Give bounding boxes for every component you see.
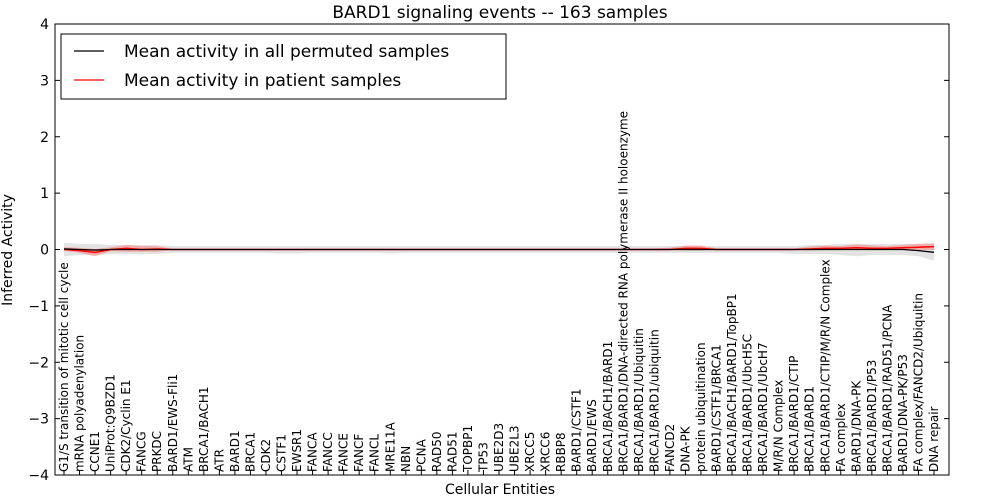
- y-tick-label: −3: [28, 412, 49, 428]
- x-category-label: BRCA1/BARD1/ubiquitin: [647, 329, 661, 472]
- x-category-label: EWSR1: [290, 429, 304, 472]
- chart-title: BARD1 signaling events -- 163 samples: [332, 3, 667, 23]
- x-category-label: BRCA1/BARD1/UbcH5C: [741, 334, 755, 472]
- x-category-label: BARD1/CSTF1: [570, 388, 584, 472]
- x-category-label: G1/S transition of mitotic cell cycle: [57, 262, 71, 472]
- x-category-label: BRCA1/BARD1/CTIP: [787, 356, 801, 472]
- x-category-label: DNA-PK: [678, 425, 692, 472]
- x-category-label: protein ubiquitination: [694, 342, 708, 472]
- x-category-label: BRCA1/BACH1/BARD1/TopBP1: [725, 293, 739, 472]
- x-category-label: RBBP8: [554, 432, 568, 472]
- legend-box: [60, 33, 507, 100]
- x-category-label: FANCA: [306, 432, 320, 472]
- y-tick-label: 1: [40, 186, 49, 202]
- x-category-label: XRCC5: [523, 432, 537, 472]
- x-category-label: TP53: [476, 442, 490, 473]
- x-category-label: PCNA: [414, 438, 428, 472]
- legend-label-permuted: Mean activity in all permuted samples: [124, 42, 449, 62]
- x-category-label: UniProt:Q9BZD1: [104, 374, 118, 472]
- x-category-label: mRNA polyadenylation: [73, 335, 87, 472]
- y-tick-label: 3: [40, 73, 49, 89]
- y-axis: −4 −3 −2 −1 0 1 2 3 4: [28, 17, 949, 484]
- x-category-label: BARD1: [228, 430, 242, 472]
- x-category-label: FANCE: [337, 433, 351, 472]
- x-category-label: CDK2/Cyclin E1: [119, 379, 133, 472]
- x-category-label: ATM: [181, 447, 195, 472]
- x-category-label: BRCA1: [243, 432, 257, 472]
- x-category-label: RAD51: [445, 431, 459, 472]
- x-category-label: BARD1/EWS: [585, 399, 599, 472]
- x-axis: G1/S transition of mitotic cell cycle mRN…: [57, 111, 941, 475]
- x-category-label: TOPBP1: [461, 425, 475, 473]
- x-category-label: BRCA1/BACH1: [197, 386, 211, 472]
- lines-layer: [63, 245, 935, 254]
- x-category-label: BARD1/DNA-PK/P53: [896, 354, 910, 472]
- x-category-label: MRE11A: [383, 421, 397, 472]
- x-category-label: FA complex/FANCD2/Ubiquitin: [911, 293, 925, 472]
- x-category-label: CSTF1: [275, 434, 289, 472]
- x-category-label: UBE2L3: [508, 425, 522, 472]
- x-category-label: FANCF: [352, 434, 366, 472]
- y-tick-label: 4: [40, 17, 49, 33]
- x-category-label: RAD50: [430, 431, 444, 472]
- legend: Mean activity in all permuted samples Me…: [60, 33, 507, 100]
- x-category-label: FANCG: [135, 431, 149, 472]
- legend-label-patient: Mean activity in patient samples: [124, 71, 401, 91]
- x-category-label: FANCD2: [663, 424, 677, 472]
- y-tick-label: 2: [40, 130, 49, 146]
- x-category-label: BRCA1/BARD1/Ubiquitin: [632, 328, 646, 472]
- x-category-label: FANCL: [368, 434, 382, 472]
- x-category-label: BARD1/DNA-PK: [849, 380, 863, 472]
- y-tick-label: −1: [28, 299, 49, 315]
- x-category-label: UBE2D3: [492, 423, 506, 472]
- x-category-label: BARD1/EWS-Fli1: [166, 374, 180, 472]
- x-category-label: BRCA1/BARD1: [803, 386, 817, 472]
- x-axis-label: Cellular Entities: [445, 482, 555, 498]
- bands-layer: [64, 242, 934, 261]
- x-category-label: BRCA1/BARD1/P53: [865, 360, 879, 472]
- x-category-label: BRCA1/BARD1/CTIP/M/R/N Complex: [818, 259, 832, 472]
- x-category-label: ATR: [212, 449, 226, 472]
- series-line-0: [63, 248, 935, 253]
- band-series-0: [64, 242, 934, 261]
- x-category-label: NBN: [399, 446, 413, 472]
- x-category-label: BARD1/CSTF1/BRCA1: [710, 344, 724, 472]
- y-tick-label: 0: [40, 243, 49, 259]
- x-category-label: BRCA1/BARD1/RAD51/PCNA: [880, 304, 894, 472]
- y-tick-label: −2: [28, 355, 49, 371]
- x-category-label: FANCC: [321, 432, 335, 472]
- x-category-label: BRCA1/BARD1/UbcH7: [756, 342, 770, 472]
- y-axis-label: Inferred Activity: [0, 194, 16, 306]
- x-category-label: BRCA1/BARD1/DNA-directed RNA polymerase …: [616, 111, 630, 472]
- x-category-label: DNA repair: [927, 406, 941, 472]
- x-category-label: XRCC6: [539, 432, 553, 472]
- x-category-label: BRCA1/BACH1/BARD1: [601, 341, 615, 472]
- x-category-label: CCNE1: [88, 431, 102, 472]
- y-tick-label: −4: [28, 468, 49, 484]
- x-category-label: PRKDC: [150, 431, 164, 472]
- x-category-label: FA complex: [834, 403, 848, 472]
- x-category-label: CDK2: [259, 439, 273, 472]
- x-category-label: M/R/N Complex: [772, 380, 786, 472]
